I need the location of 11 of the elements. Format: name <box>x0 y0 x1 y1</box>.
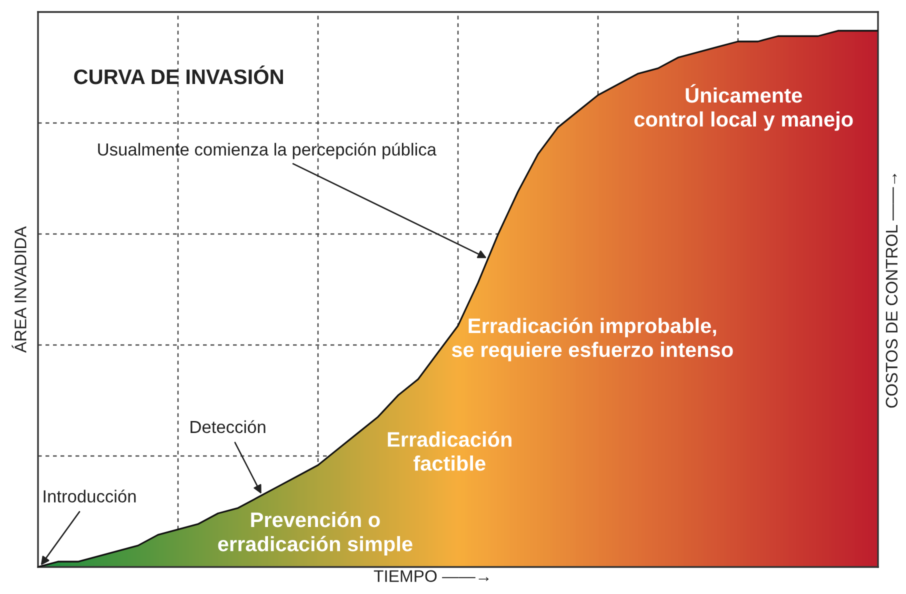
annotation: Detección <box>190 420 266 434</box>
y-axis-title: ÁREA INVADIDA <box>12 226 26 353</box>
annotation: Introducción <box>44 490 136 503</box>
x-axis-title: TIEMPO ——→ <box>374 570 489 582</box>
annotation: Usualmente comienza la percepción pública <box>98 142 436 160</box>
annotation: Únicamente control local y manejo <box>634 84 853 131</box>
annotation: Erradicación improbable, se requiere esfuerzo intenso <box>452 318 733 362</box>
text: CURVA DE INVASIÓN <box>74 66 283 84</box>
annotation: Prevención o erradicación simple <box>218 512 412 556</box>
y2-axis-title: COSTOS DE CONTROL ——→ <box>886 174 898 408</box>
annotation: Erradicación factible <box>388 431 512 471</box>
